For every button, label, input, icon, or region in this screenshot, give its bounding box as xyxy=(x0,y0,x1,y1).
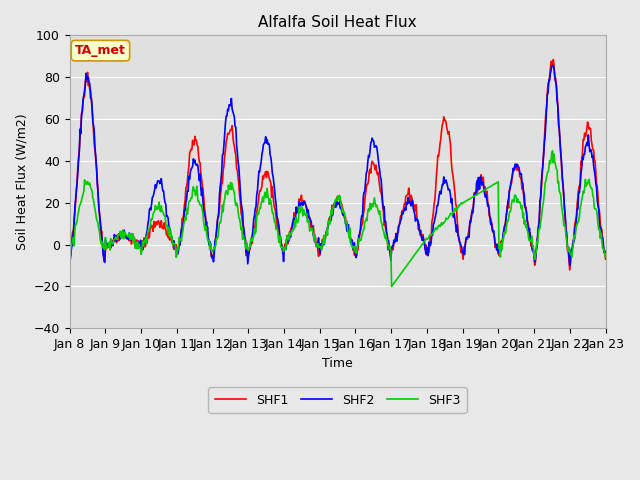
Line: SHF2: SHF2 xyxy=(70,65,605,265)
SHF2 xyxy=(185,174,193,180)
SHF1 xyxy=(566,267,573,273)
SHF3 xyxy=(76,204,83,210)
SHF3 xyxy=(66,249,74,255)
Title: Alfalfa Soil Heat Flux: Alfalfa Soil Heat Flux xyxy=(259,15,417,30)
Line: SHF3: SHF3 xyxy=(70,151,605,287)
SHF2 xyxy=(419,238,426,243)
SHF2 xyxy=(602,249,609,255)
SHF3 xyxy=(548,148,556,154)
SHF1 xyxy=(550,57,557,62)
SHF3 xyxy=(403,262,411,268)
Y-axis label: Soil Heat Flux (W/m2): Soil Heat Flux (W/m2) xyxy=(15,113,28,250)
SHF2 xyxy=(66,261,74,266)
SHF1 xyxy=(213,218,221,224)
SHF1 xyxy=(76,146,83,152)
SHF3 xyxy=(131,235,138,240)
SHF2 xyxy=(213,220,221,226)
SHF2 xyxy=(131,239,138,245)
SHF2 xyxy=(566,262,573,268)
SHF1 xyxy=(403,193,410,199)
SHF1 xyxy=(602,256,609,262)
SHF1 xyxy=(131,240,138,245)
SHF1 xyxy=(66,254,74,260)
Legend: SHF1, SHF2, SHF3: SHF1, SHF2, SHF3 xyxy=(209,387,467,413)
SHF3 xyxy=(419,240,427,246)
SHF2 xyxy=(403,200,410,205)
SHF1 xyxy=(419,237,426,242)
Line: SHF1: SHF1 xyxy=(70,60,605,270)
SHF3 xyxy=(213,236,221,241)
SHF1 xyxy=(185,163,193,169)
X-axis label: Time: Time xyxy=(322,357,353,370)
SHF2 xyxy=(76,148,83,154)
SHF3 xyxy=(602,254,609,260)
SHF3 xyxy=(185,199,193,205)
Text: TA_met: TA_met xyxy=(75,44,126,57)
SHF2 xyxy=(548,62,556,68)
SHF3 xyxy=(388,284,396,289)
